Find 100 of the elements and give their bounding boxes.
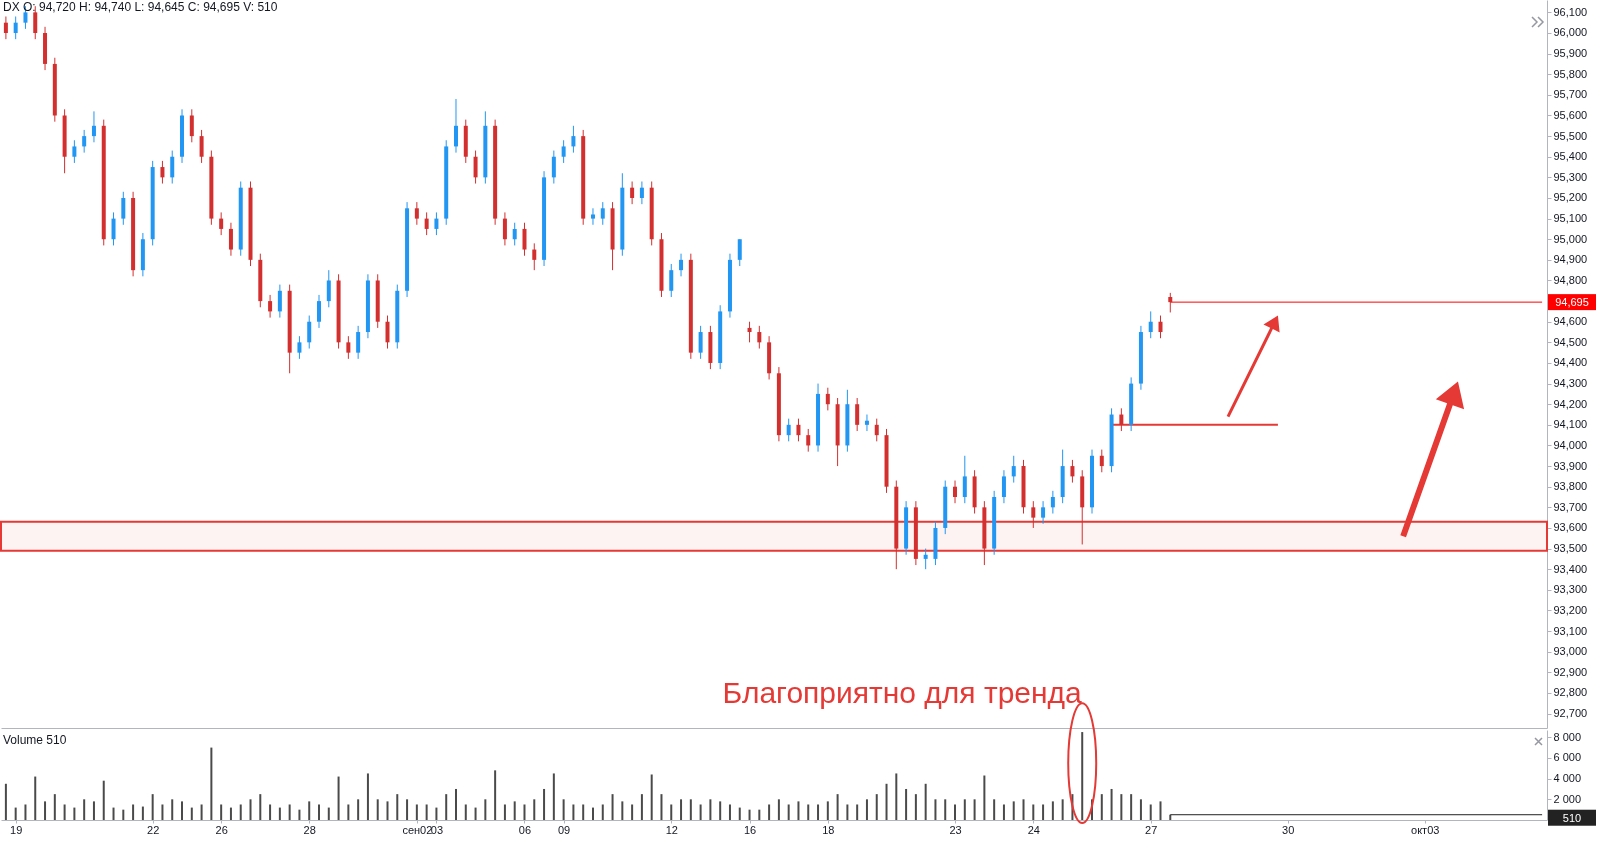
bar	[73, 807, 76, 820]
candlestick	[1011, 455, 1016, 484]
bar	[1100, 794, 1103, 820]
y-tick-label: 95,600	[1553, 108, 1588, 121]
candlestick	[268, 294, 273, 319]
x-tick-label: 24	[1027, 823, 1040, 836]
bar	[552, 773, 555, 820]
bar	[543, 788, 546, 820]
y-tick-label: 94,900	[1553, 253, 1588, 266]
x-tick-label: 22	[147, 823, 160, 836]
y-tick-label: 95,800	[1553, 67, 1588, 80]
bar	[738, 807, 741, 820]
y-tick-label: 2 000	[1553, 792, 1582, 805]
bar	[631, 804, 634, 820]
bar	[787, 804, 790, 820]
bar	[366, 773, 369, 820]
bar	[210, 747, 213, 820]
candlestick	[1168, 292, 1173, 313]
bar	[640, 794, 643, 820]
candlestick	[825, 387, 830, 411]
bar	[4, 783, 7, 820]
candlestick	[170, 150, 175, 185]
y-tick-label: 95,900	[1553, 47, 1588, 60]
bar	[386, 801, 389, 820]
bar	[699, 804, 702, 820]
bar	[817, 804, 820, 820]
bar	[572, 804, 575, 820]
candlestick	[160, 160, 165, 185]
candlestick	[317, 294, 322, 329]
bar	[249, 799, 252, 820]
bar	[523, 804, 526, 820]
candlestick	[424, 211, 429, 236]
y-tick-label: 96,000	[1553, 26, 1588, 39]
candlestick	[121, 191, 126, 226]
candlestick	[962, 455, 967, 504]
candlestick	[219, 211, 224, 236]
bar	[1149, 804, 1152, 820]
candlestick	[434, 211, 439, 236]
bar	[347, 804, 350, 820]
bar	[464, 804, 467, 820]
bar	[318, 804, 321, 820]
bar	[709, 799, 712, 820]
x-tick-label: 28	[303, 823, 316, 836]
bar	[181, 801, 184, 820]
bar	[1159, 801, 1162, 820]
bar	[298, 809, 301, 820]
candlestick	[385, 315, 390, 350]
y-tick-label: 94,200	[1553, 397, 1588, 410]
bar	[582, 804, 585, 820]
bar	[122, 809, 125, 820]
candlestick	[33, 5, 38, 40]
candlestick	[953, 480, 958, 504]
bar	[161, 804, 164, 820]
x-tick-label: окт03	[1411, 823, 1440, 836]
x-tick-label: 06	[518, 823, 532, 836]
y-tick-label: 95,700	[1553, 88, 1588, 101]
bar	[954, 804, 957, 820]
bar	[591, 807, 594, 820]
candlestick	[453, 98, 458, 154]
bar	[53, 794, 56, 820]
x-tick-label: 27	[1145, 823, 1158, 836]
candlestick	[3, 16, 8, 40]
candlestick	[855, 397, 860, 432]
ref-line-label: 94,695	[1555, 296, 1589, 309]
candlestick	[297, 335, 302, 360]
candlestick	[414, 201, 419, 226]
bar	[728, 804, 731, 820]
y-tick-label: 93,100	[1553, 624, 1588, 637]
bar	[719, 801, 722, 820]
bar	[503, 804, 506, 820]
bar	[748, 809, 751, 820]
bar	[44, 801, 47, 820]
bar	[777, 799, 780, 820]
y-tick-label: 94,300	[1553, 377, 1588, 390]
candlestick	[874, 418, 879, 442]
y-tick-label: 94,800	[1553, 273, 1588, 286]
bar	[1130, 794, 1133, 820]
candlestick	[757, 325, 762, 350]
y-tick-label: 92,800	[1553, 686, 1588, 699]
bar	[621, 801, 624, 820]
y-tick-label: 94,500	[1553, 335, 1588, 348]
candlestick	[747, 321, 752, 343]
bar	[1042, 804, 1045, 820]
x-tick-label: 16	[743, 823, 757, 836]
bar	[758, 809, 761, 820]
candlestick	[698, 325, 703, 360]
bar	[1012, 801, 1015, 820]
bar	[474, 807, 477, 820]
bar	[875, 794, 878, 820]
bar	[983, 775, 986, 820]
y-tick-label: 93,400	[1553, 562, 1588, 575]
candlestick	[82, 129, 87, 154]
bar	[445, 794, 448, 820]
candlestick	[91, 110, 96, 143]
bar	[396, 794, 399, 820]
candlestick	[1001, 469, 1006, 504]
bar	[112, 807, 115, 820]
bar	[513, 801, 516, 820]
bar	[533, 799, 536, 820]
candlestick	[806, 428, 811, 453]
